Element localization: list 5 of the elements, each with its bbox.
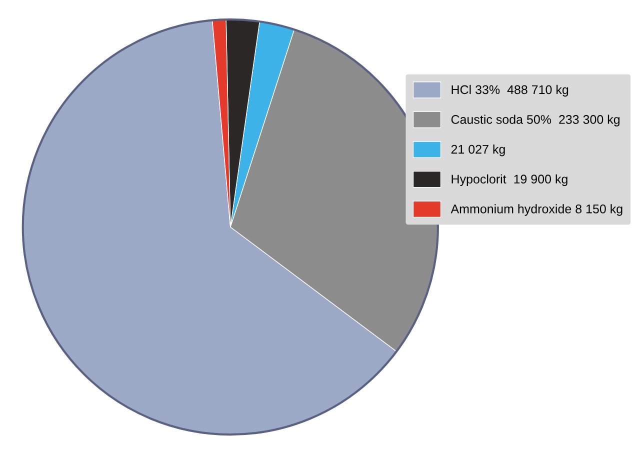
legend-label: Caustic soda 50% 233 300 kg <box>451 114 620 126</box>
legend-label: HCl 33% 488 710 kg <box>452 84 568 97</box>
legend-label: Ammonium hydroxide 8 150 kg <box>450 204 622 216</box>
legend-label: 21 027 kg <box>451 144 505 156</box>
legend-label: Hypoclorit 19 900 kg <box>452 174 568 186</box>
